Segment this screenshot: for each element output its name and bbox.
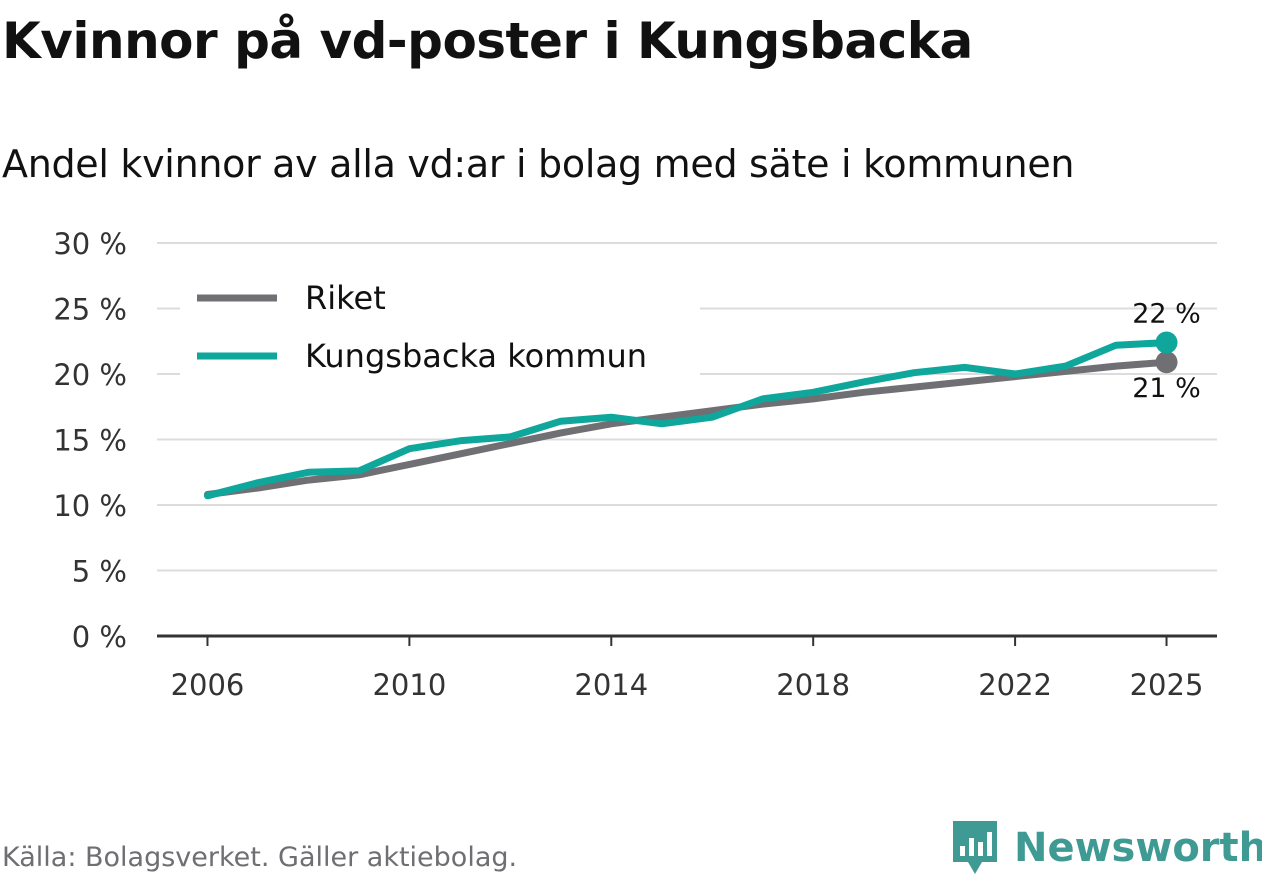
y-axis: 0 % 5 % 10 % 15 % 20 % 25 % 30 % bbox=[53, 227, 127, 654]
end-point bbox=[1155, 351, 1178, 374]
y-tick-label: 5 % bbox=[72, 555, 127, 589]
y-tick-label: 0 % bbox=[72, 620, 127, 654]
end-point bbox=[1155, 331, 1178, 354]
logo-text: Newsworthy bbox=[1014, 825, 1262, 871]
end-label: 21 % bbox=[1132, 373, 1201, 404]
chart-subtitle: Andel kvinnor av alla vd:ar i bolag med … bbox=[2, 142, 1075, 186]
series-line-0 bbox=[204, 358, 1170, 498]
y-tick-label: 15 % bbox=[53, 424, 127, 458]
legend-background bbox=[180, 272, 700, 387]
x-axis: 2006 2010 2014 2018 2022 2025 bbox=[157, 634, 1217, 702]
y-tick-label: 25 % bbox=[53, 293, 127, 327]
y-tick-label: 30 % bbox=[53, 227, 127, 261]
x-tick-label: 2006 bbox=[171, 668, 245, 702]
x-tick-label: 2010 bbox=[372, 668, 446, 702]
end-label: 22 % bbox=[1132, 299, 1201, 330]
bar-chart-pin-icon bbox=[953, 821, 997, 874]
legend: Riket Kungsbacka kommun bbox=[180, 272, 700, 387]
legend-label: Riket bbox=[305, 279, 386, 317]
legend-label: Kungsbacka kommun bbox=[305, 337, 647, 375]
chart-title: Kvinnor på vd-poster i Kungsbacka bbox=[2, 12, 973, 70]
x-tick-label: 2022 bbox=[978, 668, 1052, 702]
x-tick-label: 2025 bbox=[1130, 668, 1204, 702]
series-lines bbox=[204, 339, 1170, 500]
y-tick-label: 10 % bbox=[53, 489, 127, 523]
series-line-1 bbox=[204, 339, 1170, 500]
x-tick-label: 2014 bbox=[574, 668, 648, 702]
end-labels: 21 % 22 % bbox=[1132, 299, 1201, 405]
y-tick-label: 20 % bbox=[53, 358, 127, 392]
x-tick-label: 2018 bbox=[776, 668, 850, 702]
newsworthy-logo: Newsworthy bbox=[950, 818, 1262, 878]
source-note: Källa: Bolagsverket. Gäller aktiebolag. bbox=[2, 842, 518, 873]
